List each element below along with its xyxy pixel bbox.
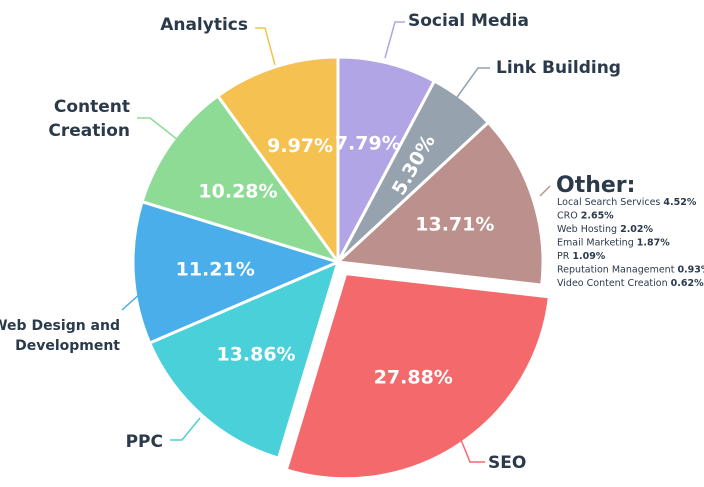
leader-line-seo bbox=[454, 424, 485, 463]
data-label-seo: 27.88% bbox=[374, 366, 453, 388]
category-label-web-design-and-development: Web Design and bbox=[0, 318, 120, 334]
data-label-ppc: 13.86% bbox=[216, 344, 295, 366]
category-label-other: Other: bbox=[556, 173, 635, 198]
other-breakdown-item: PR 1.09% bbox=[557, 251, 606, 262]
leader-line-social-media bbox=[384, 21, 405, 59]
other-breakdown-item: CRO 2.65% bbox=[557, 211, 614, 222]
category-label-link-building: Link Building bbox=[496, 58, 621, 78]
pie-slice-analytics[interactable] bbox=[215, 55, 340, 267]
category-label-analytics: Analytics bbox=[160, 15, 248, 35]
other-item-label: CRO bbox=[557, 211, 581, 222]
other-item-label: Video Content Creation bbox=[557, 278, 671, 289]
pie-slice-web-design-and-development[interactable] bbox=[131, 199, 343, 345]
other-breakdown-item: Reputation Management 0.93% bbox=[557, 265, 704, 276]
other-item-value: 1.09% bbox=[572, 251, 605, 262]
data-label-analytics: 9.97% bbox=[267, 135, 333, 157]
other-item-value: 4.52% bbox=[663, 197, 696, 208]
other-item-label: Reputation Management bbox=[557, 265, 677, 276]
other-breakdown-list: Local Search Services 4.52% CRO 2.65% Web … bbox=[557, 197, 704, 289]
category-label-seo: SEO bbox=[488, 453, 526, 473]
category-label-ppc: PPC bbox=[126, 432, 163, 452]
other-item-value: 0.62% bbox=[671, 278, 704, 289]
pie-slice-content-creation[interactable] bbox=[140, 93, 342, 265]
other-item-value: 2.65% bbox=[581, 211, 614, 222]
other-item-value: 2.02% bbox=[620, 224, 653, 235]
pie-slice-other[interactable] bbox=[334, 120, 545, 287]
category-label-web-design-and-development: Development bbox=[15, 338, 120, 354]
other-item-value: 1.87% bbox=[637, 238, 670, 249]
other-item-label: Web Hosting bbox=[557, 224, 620, 235]
category-label-social-media: Social Media bbox=[408, 11, 529, 31]
other-breakdown-item: Email Marketing 1.87% bbox=[557, 238, 670, 249]
leader-line-analytics bbox=[255, 27, 276, 66]
pie-slice-social-media[interactable] bbox=[336, 55, 437, 263]
other-breakdown-item: Local Search Services 4.52% bbox=[557, 197, 697, 208]
pie-slice-ppc[interactable] bbox=[147, 259, 341, 461]
pie-slice-seo[interactable] bbox=[284, 272, 552, 481]
other-breakdown-item: Web Hosting 2.02% bbox=[557, 224, 654, 235]
data-label-content-creation: 10.28% bbox=[198, 180, 277, 202]
leader-line-content-creation bbox=[137, 117, 179, 141]
other-breakdown-item: Video Content Creation 0.62% bbox=[557, 278, 704, 289]
category-label-content-creation: Creation bbox=[48, 121, 130, 141]
other-item-value: 0.93% bbox=[677, 265, 704, 276]
leader-line-other bbox=[539, 185, 551, 197]
leader-line-ppc bbox=[170, 417, 201, 441]
data-label-social-media: 7.79% bbox=[335, 133, 401, 155]
data-label-web-design-and-development: 11.21% bbox=[176, 259, 255, 281]
other-item-label: Local Search Services bbox=[557, 197, 663, 208]
leader-line-link-building bbox=[454, 67, 490, 101]
leader-line-web-design-and-development bbox=[121, 284, 151, 311]
other-item-label: PR bbox=[557, 251, 572, 262]
other-item-label: Email Marketing bbox=[557, 238, 637, 249]
category-label-content-creation: Content bbox=[54, 97, 130, 117]
data-label-other: 13.71% bbox=[415, 214, 494, 236]
